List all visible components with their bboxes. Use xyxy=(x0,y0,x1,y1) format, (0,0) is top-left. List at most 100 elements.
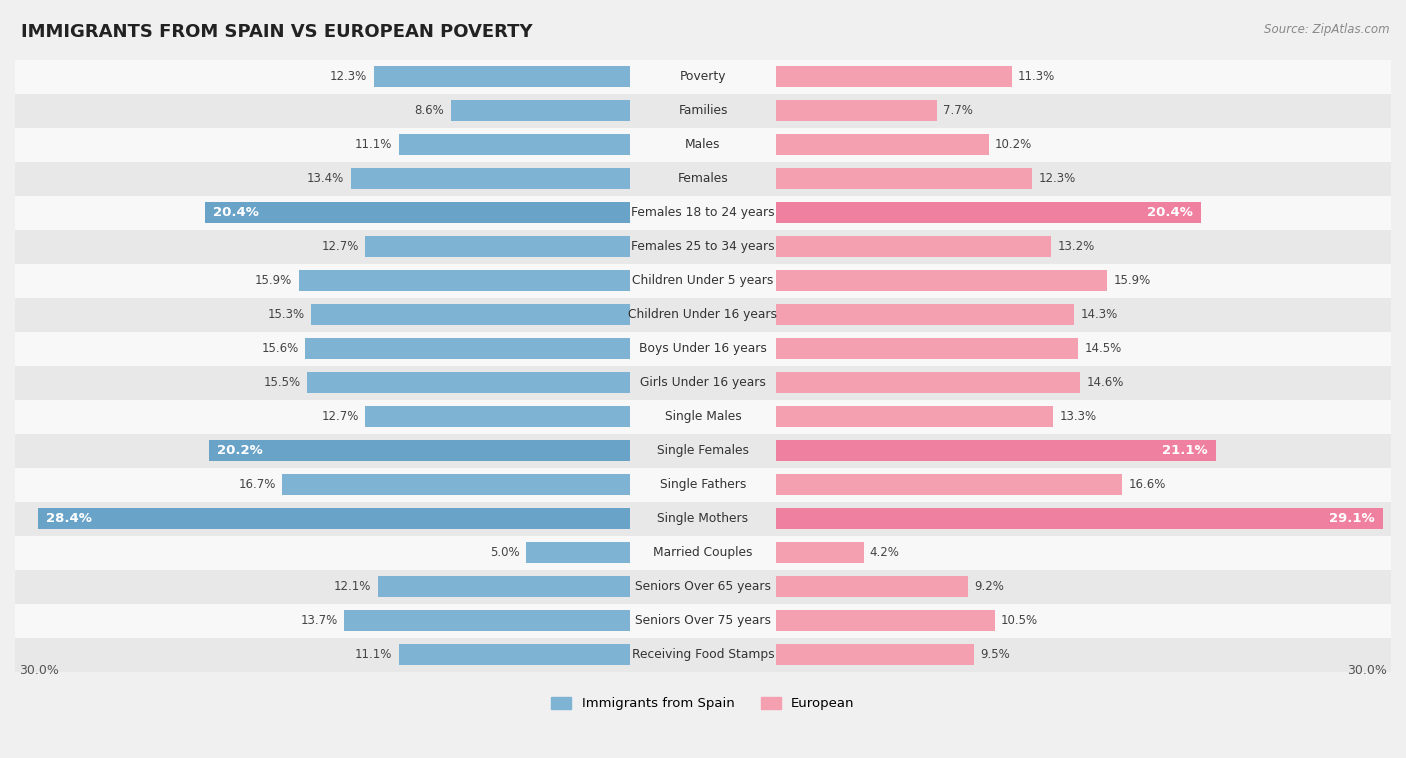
Bar xyxy=(776,100,936,121)
Text: 20.4%: 20.4% xyxy=(214,206,259,219)
Text: Males: Males xyxy=(685,138,721,151)
Bar xyxy=(776,644,974,666)
Text: Females 18 to 24 years: Females 18 to 24 years xyxy=(631,206,775,219)
Bar xyxy=(307,372,630,393)
Text: 12.1%: 12.1% xyxy=(335,580,371,593)
Text: 15.6%: 15.6% xyxy=(262,342,298,356)
Text: 15.9%: 15.9% xyxy=(254,274,292,287)
Bar xyxy=(451,100,630,121)
Text: Children Under 5 years: Children Under 5 years xyxy=(633,274,773,287)
Bar xyxy=(776,372,1080,393)
Text: 15.3%: 15.3% xyxy=(267,309,305,321)
Text: 8.6%: 8.6% xyxy=(415,104,444,117)
Text: 4.2%: 4.2% xyxy=(870,546,900,559)
Text: 9.5%: 9.5% xyxy=(980,648,1010,661)
Bar xyxy=(281,474,630,495)
Bar xyxy=(0,332,1406,365)
Bar xyxy=(0,399,1406,434)
Text: 20.2%: 20.2% xyxy=(218,444,263,457)
Bar xyxy=(776,134,988,155)
Bar xyxy=(776,542,863,563)
Text: Source: ZipAtlas.com: Source: ZipAtlas.com xyxy=(1264,23,1389,36)
Bar xyxy=(311,304,630,325)
Text: 30.0%: 30.0% xyxy=(20,664,59,677)
Text: 15.5%: 15.5% xyxy=(263,376,301,389)
Bar xyxy=(0,127,1406,161)
Bar xyxy=(776,270,1108,291)
Text: Children Under 16 years: Children Under 16 years xyxy=(628,309,778,321)
Text: 12.3%: 12.3% xyxy=(1039,172,1076,185)
Bar xyxy=(205,202,630,223)
Bar xyxy=(0,536,1406,569)
Text: Single Males: Single Males xyxy=(665,410,741,423)
Bar xyxy=(399,134,630,155)
Text: 9.2%: 9.2% xyxy=(974,580,1004,593)
Text: IMMIGRANTS FROM SPAIN VS EUROPEAN POVERTY: IMMIGRANTS FROM SPAIN VS EUROPEAN POVERT… xyxy=(21,23,533,41)
Text: 5.0%: 5.0% xyxy=(489,546,520,559)
Text: 12.7%: 12.7% xyxy=(322,410,359,423)
Text: 20.4%: 20.4% xyxy=(1147,206,1192,219)
Bar xyxy=(776,474,1122,495)
Bar xyxy=(350,168,630,190)
Text: 16.7%: 16.7% xyxy=(238,478,276,491)
Text: 11.1%: 11.1% xyxy=(354,138,392,151)
Text: 11.1%: 11.1% xyxy=(354,648,392,661)
Bar xyxy=(0,60,1406,94)
Text: 13.2%: 13.2% xyxy=(1057,240,1095,253)
Text: 15.9%: 15.9% xyxy=(1114,274,1152,287)
Bar xyxy=(0,637,1406,672)
Bar xyxy=(366,236,630,257)
Text: Boys Under 16 years: Boys Under 16 years xyxy=(640,342,766,356)
Bar xyxy=(374,66,630,87)
Text: 13.4%: 13.4% xyxy=(307,172,344,185)
Bar xyxy=(0,94,1406,127)
Text: Seniors Over 65 years: Seniors Over 65 years xyxy=(636,580,770,593)
Text: 10.2%: 10.2% xyxy=(995,138,1032,151)
Text: 11.3%: 11.3% xyxy=(1018,70,1054,83)
Bar xyxy=(0,161,1406,196)
Text: Seniors Over 75 years: Seniors Over 75 years xyxy=(636,614,770,627)
Bar xyxy=(776,202,1201,223)
Text: 29.1%: 29.1% xyxy=(1329,512,1374,525)
Bar xyxy=(209,440,630,461)
Bar xyxy=(0,569,1406,603)
Bar xyxy=(776,304,1074,325)
Bar xyxy=(776,168,1032,190)
Bar xyxy=(344,610,630,631)
Text: 12.3%: 12.3% xyxy=(330,70,367,83)
Text: Receiving Food Stamps: Receiving Food Stamps xyxy=(631,648,775,661)
Text: Single Females: Single Females xyxy=(657,444,749,457)
Text: 28.4%: 28.4% xyxy=(46,512,93,525)
Bar xyxy=(0,434,1406,468)
Bar xyxy=(776,440,1216,461)
Text: Married Couples: Married Couples xyxy=(654,546,752,559)
Bar xyxy=(0,196,1406,230)
Text: Girls Under 16 years: Girls Under 16 years xyxy=(640,376,766,389)
Text: Families: Families xyxy=(678,104,728,117)
Bar xyxy=(38,508,630,529)
Text: Single Fathers: Single Fathers xyxy=(659,478,747,491)
Text: 13.3%: 13.3% xyxy=(1060,410,1097,423)
Bar xyxy=(0,468,1406,502)
Bar xyxy=(776,338,1078,359)
Bar xyxy=(366,406,630,428)
Text: Females: Females xyxy=(678,172,728,185)
Text: 14.6%: 14.6% xyxy=(1087,376,1123,389)
Text: 7.7%: 7.7% xyxy=(943,104,973,117)
Bar xyxy=(776,236,1052,257)
Text: 16.6%: 16.6% xyxy=(1128,478,1166,491)
Bar xyxy=(378,576,630,597)
Bar xyxy=(0,603,1406,637)
Bar xyxy=(0,230,1406,264)
Text: 14.3%: 14.3% xyxy=(1080,309,1118,321)
Bar xyxy=(776,406,1053,428)
Text: 30.0%: 30.0% xyxy=(1347,664,1386,677)
Text: Single Mothers: Single Mothers xyxy=(658,512,748,525)
Bar xyxy=(776,576,967,597)
Bar xyxy=(776,610,995,631)
Bar xyxy=(776,508,1382,529)
Text: 13.7%: 13.7% xyxy=(301,614,339,627)
Bar xyxy=(0,365,1406,399)
Bar xyxy=(0,264,1406,298)
Text: Poverty: Poverty xyxy=(679,70,727,83)
